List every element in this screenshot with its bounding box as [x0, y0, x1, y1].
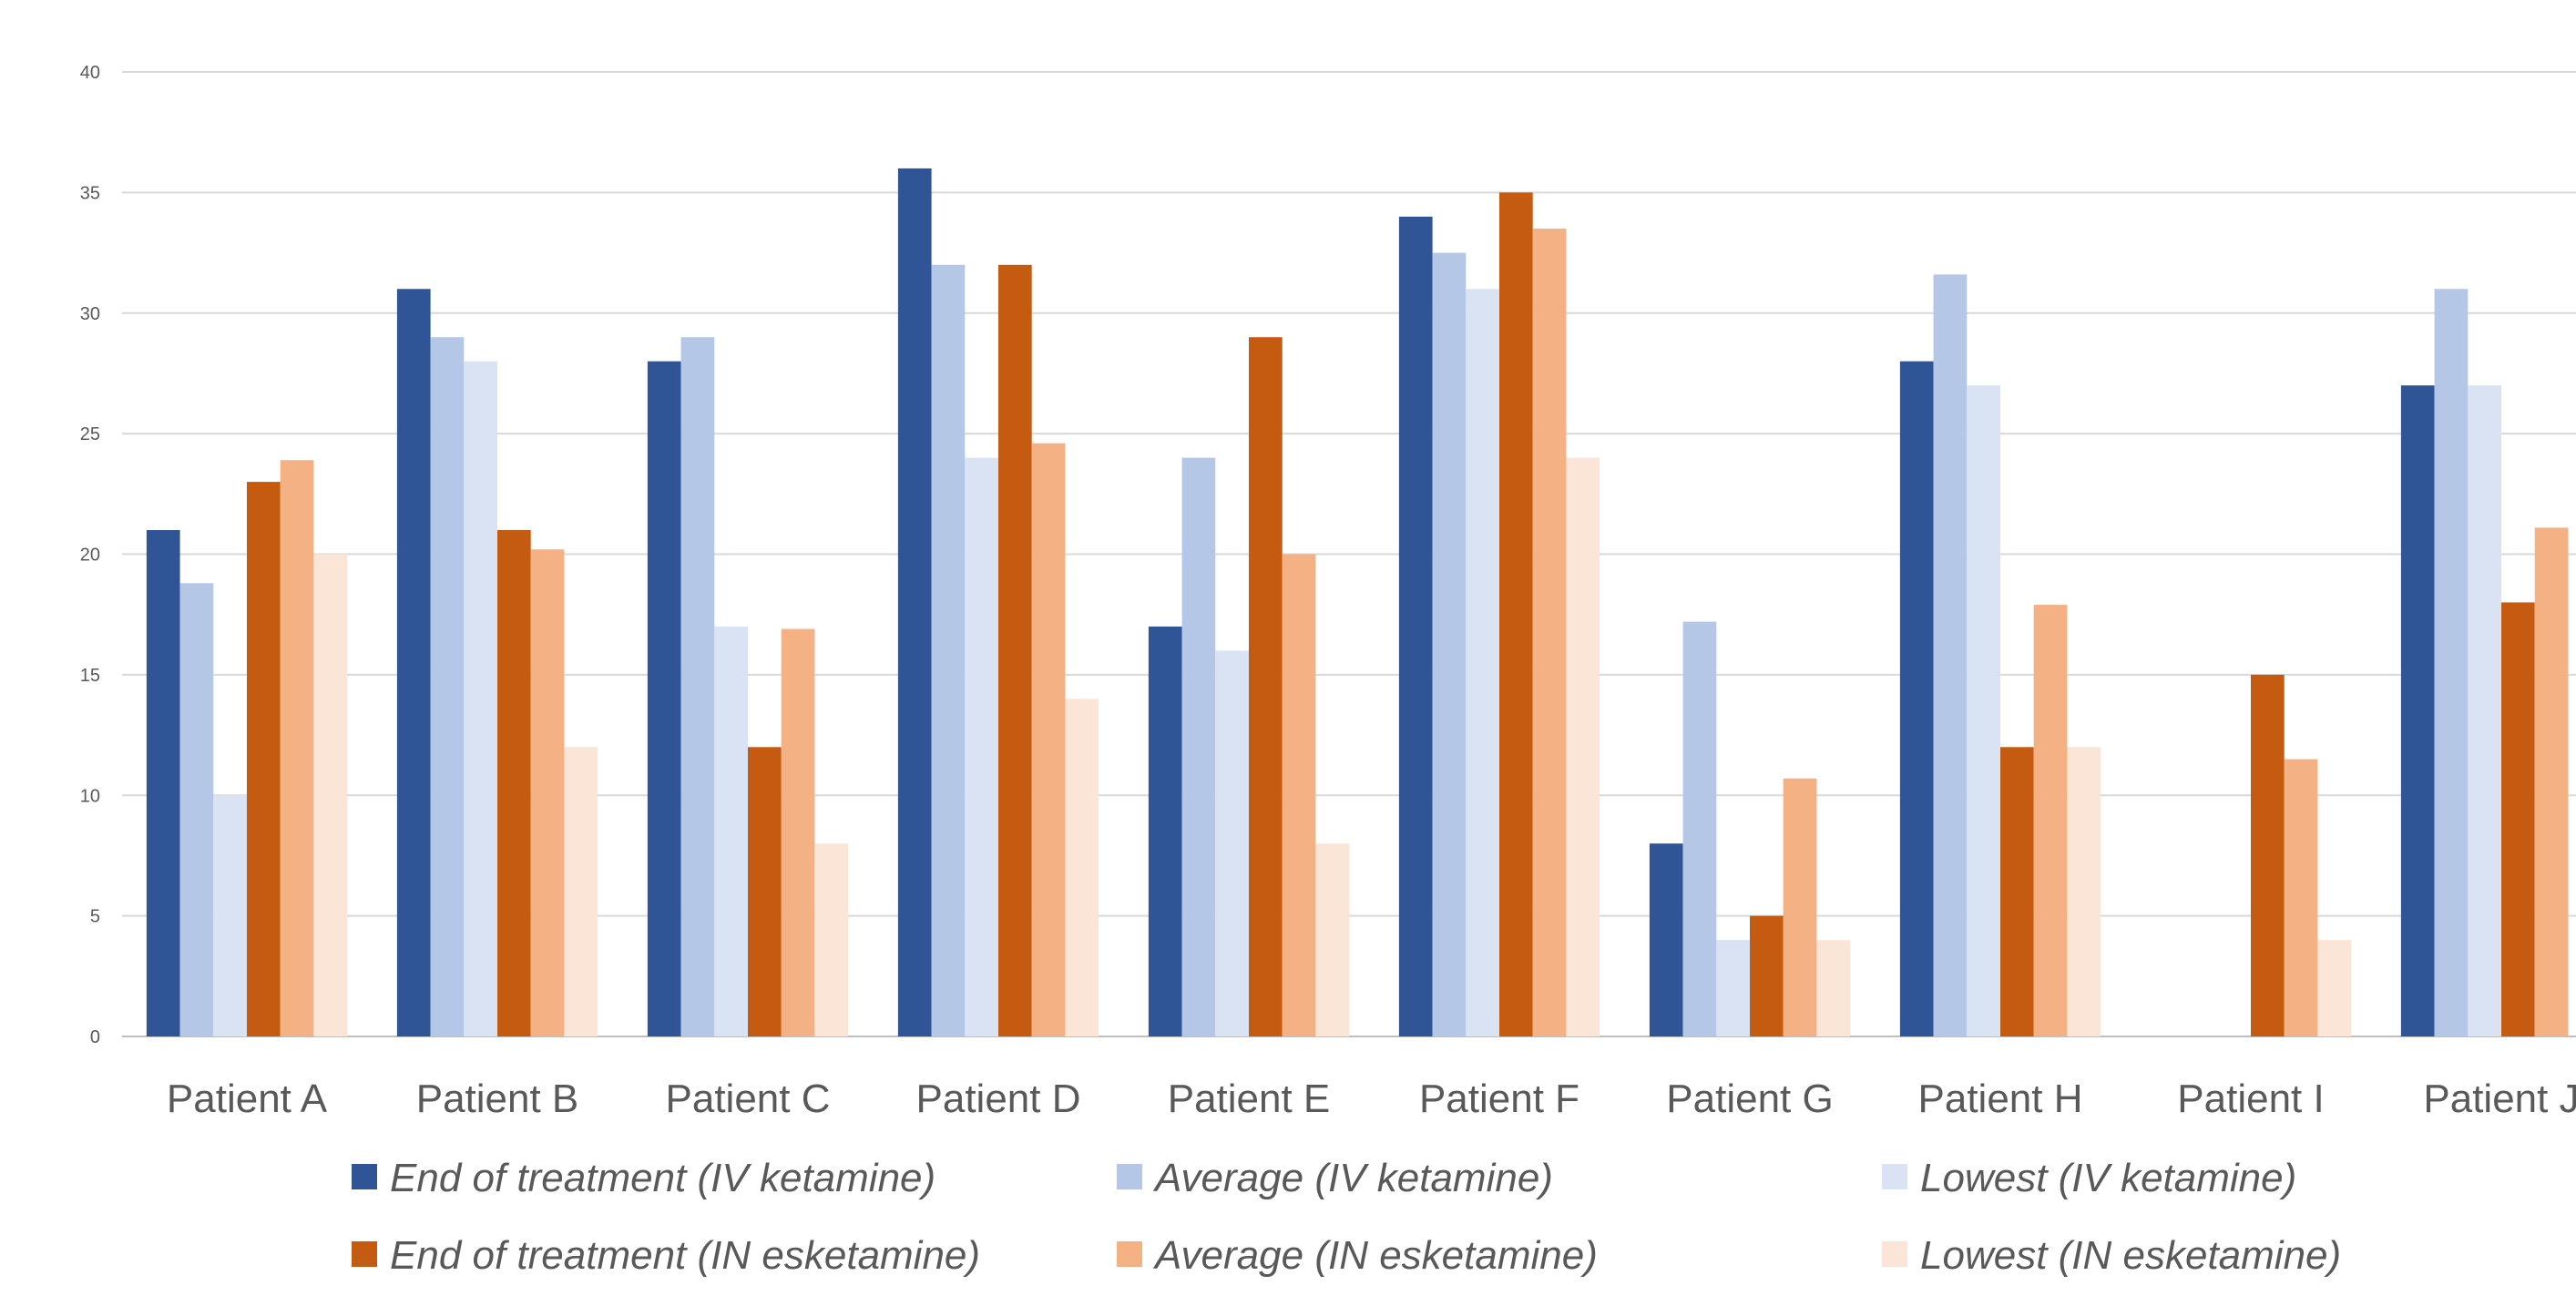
bar	[530, 549, 565, 1036]
x-tick-label: Patient H	[1918, 1077, 2083, 1121]
x-tick-label: Patient B	[416, 1077, 579, 1121]
bar	[965, 457, 998, 1037]
x-tick-label: Patient E	[1168, 1077, 1331, 1121]
bar	[1181, 457, 1216, 1037]
bar	[213, 795, 247, 1036]
bar	[2501, 602, 2535, 1036]
bar	[1899, 361, 1934, 1036]
bar	[2067, 747, 2101, 1036]
bar	[781, 628, 815, 1036]
bar	[1432, 252, 1467, 1036]
bar	[1783, 778, 1817, 1036]
bar	[1249, 337, 1283, 1037]
bar	[2434, 289, 2469, 1036]
bar	[647, 361, 681, 1036]
x-tick-label: Patient D	[916, 1077, 1081, 1121]
y-tick-label: 20	[80, 546, 100, 566]
bar	[897, 168, 932, 1036]
x-tick-label: Patient I	[2177, 1077, 2324, 1121]
bar	[1816, 940, 1851, 1036]
y-tick-label: 30	[80, 304, 100, 324]
bar	[396, 289, 431, 1036]
bars	[146, 168, 2569, 1037]
bar	[714, 626, 748, 1036]
x-axis-ticks: Patient A Patient B Patient C Patient D Pati…	[167, 1077, 2576, 1121]
bar	[1716, 940, 1750, 1036]
legend-label: Average (IN esketamine)	[1152, 1233, 1598, 1278]
y-tick-label: 15	[80, 666, 100, 686]
legend-swatch	[1117, 1241, 1142, 1267]
x-tick-label: Patient G	[1666, 1077, 1833, 1121]
x-tick-label: Patient A	[167, 1077, 328, 1121]
bar	[680, 337, 715, 1037]
bar	[1148, 626, 1182, 1036]
y-tick-label: 0	[90, 1027, 100, 1047]
bar	[2284, 759, 2318, 1036]
bar	[179, 583, 214, 1036]
bar	[2468, 385, 2501, 1036]
bar	[814, 843, 849, 1036]
bar	[1065, 699, 1099, 1036]
bar	[2033, 605, 2068, 1036]
legend-label: End of treatment (IV ketamine)	[390, 1156, 935, 1200]
bar	[1933, 274, 1968, 1036]
bar	[1967, 385, 2000, 1036]
bar	[1682, 621, 1717, 1036]
bar	[2534, 527, 2569, 1036]
bar	[1532, 229, 1567, 1036]
bar	[1566, 457, 1600, 1037]
bar	[2317, 940, 2352, 1036]
y-tick-label: 10	[80, 786, 100, 806]
bar	[2400, 385, 2435, 1036]
y-tick-label: 35	[80, 183, 100, 203]
y-tick-label: 25	[80, 424, 100, 444]
x-tick-label: Patient F	[1419, 1077, 1579, 1121]
legend-swatch	[352, 1164, 377, 1189]
bar	[564, 747, 598, 1036]
bar	[2251, 674, 2285, 1036]
bar	[998, 264, 1032, 1036]
bar	[1315, 843, 1350, 1036]
bar	[497, 530, 531, 1036]
bar	[931, 264, 966, 1036]
legend-label: End of treatment (IN esketamine)	[390, 1233, 980, 1278]
legend: End of treatment (IV ketamine) Average (I…	[352, 1156, 2341, 1278]
legend-swatch	[352, 1241, 377, 1267]
bar	[1466, 289, 1499, 1036]
bar	[1649, 843, 1683, 1036]
legend-label: Average (IV ketamine)	[1152, 1156, 1553, 1200]
legend-swatch	[1882, 1241, 1907, 1267]
y-axis-ticks: 0 5 10 15 20 25 30 35 40	[80, 63, 100, 1047]
bar	[1031, 443, 1066, 1037]
bar	[1398, 216, 1433, 1037]
legend-label: Lowest (IN esketamine)	[1920, 1233, 2341, 1278]
bar	[280, 460, 314, 1036]
x-tick-label: Patient J	[2423, 1077, 2576, 1121]
bar	[464, 361, 497, 1036]
bar	[313, 554, 348, 1036]
bar	[1215, 650, 1249, 1036]
y-tick-label: 5	[90, 907, 100, 927]
bar	[247, 482, 281, 1036]
legend-label: Lowest (IV ketamine)	[1920, 1156, 2296, 1200]
bar	[1499, 192, 1533, 1036]
y-tick-label: 40	[80, 63, 100, 83]
bar	[430, 337, 465, 1037]
bar	[2000, 747, 2034, 1036]
legend-swatch	[1117, 1164, 1142, 1189]
bar	[146, 530, 180, 1036]
x-tick-label: Patient C	[666, 1077, 831, 1121]
bar	[1750, 915, 1784, 1036]
bar	[748, 747, 782, 1036]
legend-swatch	[1882, 1164, 1907, 1189]
bar	[1282, 554, 1316, 1036]
